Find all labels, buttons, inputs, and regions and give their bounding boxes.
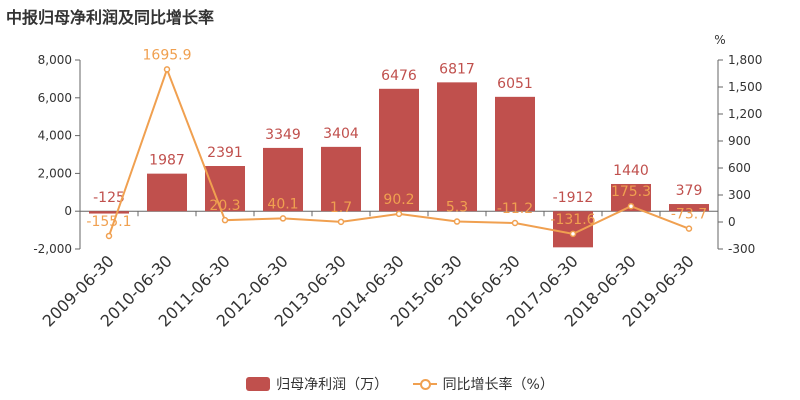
bar bbox=[437, 82, 477, 212]
growth-value-label: 175.3 bbox=[611, 184, 651, 200]
growth-value-label: 1.7 bbox=[330, 200, 352, 216]
growth-value-label: 1695.9 bbox=[143, 47, 192, 63]
legend-label-profit: 归母净利润（万） bbox=[276, 377, 389, 393]
growth-value-label: -73.7 bbox=[671, 207, 707, 223]
bar-value-label: 2391 bbox=[207, 145, 243, 161]
growth-value-label: -11.2 bbox=[497, 201, 533, 217]
growth-point bbox=[685, 225, 693, 232]
legend-item-profit[interactable]: 归母净利润（万） bbox=[246, 374, 388, 394]
y-left-tick-label: 4,000 bbox=[38, 129, 72, 143]
growth-point bbox=[627, 202, 635, 210]
bar bbox=[205, 166, 245, 212]
bar-value-label: -1912 bbox=[553, 190, 594, 206]
bar-value-label: 3404 bbox=[323, 126, 359, 142]
growth-point bbox=[105, 232, 113, 240]
y-right-tick-label: 0 bbox=[728, 215, 736, 229]
y-left-tick-label: 2,000 bbox=[38, 166, 72, 180]
growth-value-label: 5.3 bbox=[446, 200, 468, 216]
bar bbox=[495, 96, 535, 212]
bar bbox=[89, 211, 129, 214]
growth-point bbox=[511, 219, 519, 227]
growth-value-label: 40.1 bbox=[267, 196, 298, 212]
bar bbox=[263, 147, 303, 212]
y-left-tick-label: 0 bbox=[64, 204, 72, 218]
y-left-tick-label: 6,000 bbox=[38, 91, 72, 105]
bar-value-label: 3349 bbox=[265, 127, 301, 143]
growth-value-label: 20.3 bbox=[209, 198, 240, 214]
growth-value-label: 90.2 bbox=[383, 192, 414, 208]
y-right-tick-label: 300 bbox=[728, 188, 751, 202]
bar bbox=[553, 211, 593, 248]
bar-value-label: 1440 bbox=[613, 163, 649, 179]
growth-point bbox=[337, 218, 345, 226]
y-right-unit-label: % bbox=[714, 33, 725, 47]
legend-swatch-bar bbox=[246, 377, 271, 391]
legend-label-growth: 同比增长率（%） bbox=[442, 377, 554, 393]
y-left-tick-label: 8,000 bbox=[38, 53, 72, 67]
legend-swatch-line bbox=[412, 377, 437, 391]
chart-title: 中报归母净利润及同比增长率 bbox=[6, 8, 215, 27]
legend-item-growth[interactable]: 同比增长率（%） bbox=[412, 374, 554, 394]
y-right-tick-label: 1,800 bbox=[728, 53, 762, 67]
bar-value-label: 6051 bbox=[497, 76, 533, 92]
growth-point bbox=[221, 216, 229, 224]
bar bbox=[379, 88, 419, 212]
growth-value-label: -131.6 bbox=[550, 212, 595, 228]
growth-value-label: -155.1 bbox=[86, 214, 131, 230]
y-right-tick-label: 600 bbox=[728, 161, 751, 175]
bar bbox=[669, 204, 709, 212]
bar bbox=[321, 146, 361, 212]
growth-point bbox=[569, 230, 577, 238]
bar-value-label: 6817 bbox=[439, 61, 475, 77]
bar bbox=[147, 173, 187, 212]
y-right-tick-label: 1,200 bbox=[728, 107, 762, 121]
bar-value-label: 379 bbox=[676, 183, 703, 199]
growth-point bbox=[163, 66, 171, 73]
chart-legend: 归母净利润（万） 同比增长率（%） bbox=[0, 374, 800, 395]
bar-value-label: -125 bbox=[93, 190, 125, 206]
y-right-tick-label: 1,500 bbox=[728, 80, 762, 94]
bar-value-label: 6476 bbox=[381, 68, 417, 84]
growth-point bbox=[395, 210, 403, 218]
growth-point bbox=[453, 218, 461, 225]
bar-value-label: 1987 bbox=[149, 153, 185, 169]
y-right-tick-label: -300 bbox=[728, 242, 755, 256]
y-right-tick-label: 900 bbox=[728, 134, 751, 148]
growth-point bbox=[279, 215, 287, 222]
y-left-tick-label: -2,000 bbox=[33, 242, 72, 256]
